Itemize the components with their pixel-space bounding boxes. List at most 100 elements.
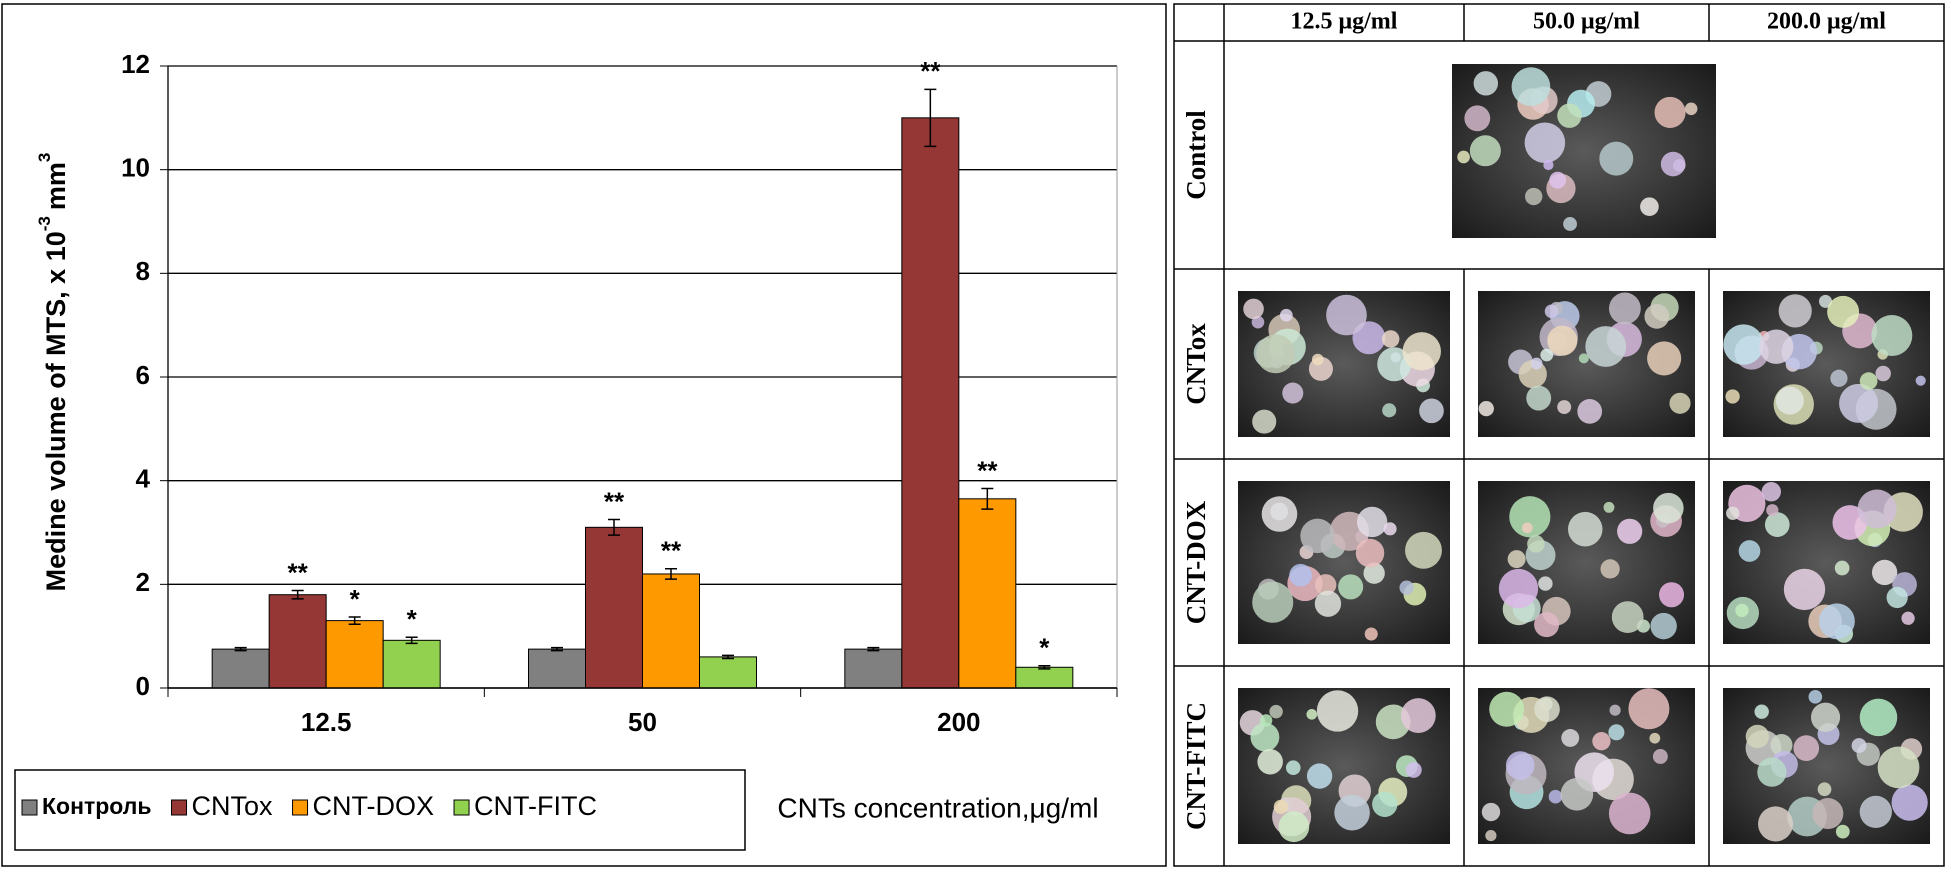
spheroid (1891, 784, 1928, 821)
spheroid (1608, 292, 1641, 325)
spheroid (1363, 562, 1385, 584)
spheroid (1759, 329, 1794, 364)
spheroid (1557, 103, 1582, 128)
row-header: CNT-FITC (1181, 702, 1211, 830)
spheroid (1603, 501, 1615, 513)
spheroid (1314, 574, 1337, 596)
spheroid (1399, 580, 1414, 595)
x-tick-label: 12.5 (301, 707, 352, 737)
micrograph (1478, 688, 1695, 844)
spheroid (1338, 574, 1364, 600)
spheroid (1851, 738, 1867, 754)
spheroid (1372, 791, 1398, 817)
micrograph (1238, 688, 1450, 844)
significance-marker: * (407, 604, 418, 634)
spheroid (1563, 217, 1577, 231)
error-bar (348, 616, 361, 625)
spheroid (1778, 294, 1812, 328)
spheroid (1745, 724, 1770, 749)
spheroid (1660, 151, 1686, 177)
error-bar (234, 646, 247, 652)
spheroid (1485, 829, 1497, 842)
spheroid (1498, 568, 1539, 609)
spheroid (1901, 611, 1915, 625)
error-bar (551, 646, 563, 652)
spheroid (1835, 824, 1850, 839)
spheroid (1830, 369, 1848, 387)
spheroid (1617, 518, 1643, 544)
spheroid (1282, 382, 1304, 404)
significance-marker: ** (977, 455, 998, 485)
y-label-text: Medine volume of MTS, x 10 (41, 231, 71, 591)
y-tick-label: 12 (121, 49, 150, 79)
spheroid (1758, 806, 1794, 842)
column-header: 12.5 μg/ml (1291, 9, 1398, 35)
spheroid (1524, 122, 1566, 164)
bar (382, 639, 441, 689)
spheroid (1405, 531, 1442, 569)
spheroid (1609, 704, 1621, 716)
y-tick-label: 6 (136, 360, 150, 390)
spheroid (1540, 348, 1554, 362)
spheroid (1381, 330, 1400, 348)
spheroid (1859, 795, 1892, 829)
spheroid (1764, 512, 1790, 537)
spheroid (1669, 392, 1691, 414)
spheroid (1364, 627, 1378, 641)
micrograph (1452, 64, 1716, 238)
spheroid (1585, 326, 1627, 367)
spheroid (1649, 732, 1661, 744)
spheroid (1279, 308, 1293, 322)
spheroid (1289, 563, 1313, 587)
bar (528, 648, 586, 689)
spheroid (1481, 802, 1501, 822)
spheroid (1530, 357, 1543, 370)
legend-box (14, 769, 746, 851)
spheroid (1544, 304, 1559, 319)
spheroid (1735, 603, 1749, 618)
significance-marker: * (350, 584, 361, 614)
spheroid (1306, 763, 1333, 789)
image-table: 12.5 μg/ml 50.0 μg/ml 200.0 μg/ml Control CN… (1173, 3, 1945, 867)
x-axis-label: CNTs concentration,μg/ml (777, 792, 1098, 823)
spheroid (1557, 400, 1572, 415)
spheroid (1259, 714, 1273, 727)
spheroid (1857, 489, 1897, 529)
spheroid (1652, 749, 1668, 764)
spheroid (1300, 518, 1335, 554)
error-bar (665, 568, 677, 580)
spheroid (1311, 353, 1324, 366)
y-tick-label: 0 (136, 671, 150, 701)
spheroid (1871, 559, 1898, 586)
error-bar (608, 518, 620, 536)
spheroid (1252, 581, 1294, 623)
spheroid (1600, 559, 1620, 579)
significance-marker: ** (288, 557, 309, 587)
error-bar (924, 88, 937, 148)
error-bar (405, 636, 418, 645)
spheroid (1644, 303, 1670, 329)
spheroid (1509, 496, 1551, 538)
bar (268, 594, 327, 689)
spheroid (1647, 341, 1682, 376)
spheroid (1261, 496, 1298, 532)
spheroid (1534, 612, 1560, 638)
y-tick-label: 8 (136, 256, 150, 286)
spheroid (1402, 332, 1441, 371)
spheroid (1726, 506, 1740, 520)
spheroid (1628, 688, 1670, 730)
spheroid (1839, 383, 1879, 423)
spheroid (1561, 729, 1580, 747)
spheroid (1577, 399, 1603, 424)
spheroid (1770, 734, 1793, 757)
spheroid (1761, 482, 1781, 502)
spheroid (1326, 294, 1367, 336)
spheroid (1457, 150, 1470, 164)
spheroid (1526, 385, 1552, 411)
spheroid (1567, 511, 1603, 547)
spheroid (1250, 722, 1280, 752)
spheroid (1334, 794, 1370, 831)
spheroid (1252, 409, 1277, 434)
